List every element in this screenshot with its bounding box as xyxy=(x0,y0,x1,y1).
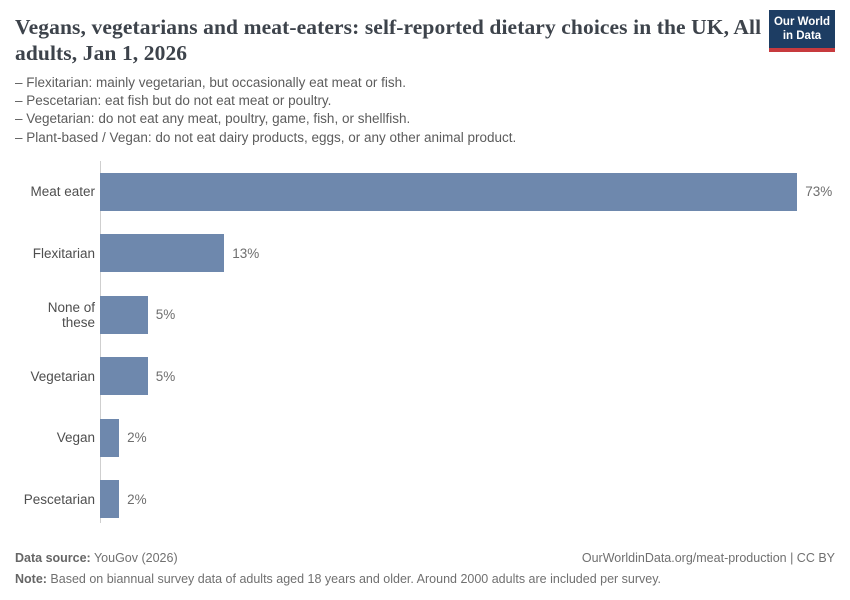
value-label: 2% xyxy=(127,491,147,507)
category-label: Pescetarian xyxy=(23,491,95,507)
subtitle-line-flexitarian: – Flexitarian: mainly vegetarian, but oc… xyxy=(15,75,406,90)
bar[interactable] xyxy=(100,234,225,273)
owid-logo-line1: Our World xyxy=(773,16,830,28)
category-label: None of these xyxy=(47,299,95,330)
chart-subtitle: – Flexitarian: mainly vegetarian, but oc… xyxy=(15,74,516,147)
data-source-value: YouGov (2026) xyxy=(90,551,178,565)
subtitle-line-pescetarian: – Pescetarian: eat fish but do not eat m… xyxy=(15,93,332,109)
bar-row: Vegetarian 5% xyxy=(15,346,835,408)
data-source: Data source: YouGov (2026) xyxy=(15,548,178,569)
bar[interactable] xyxy=(100,357,148,396)
category-label: Flexitarian xyxy=(32,245,95,261)
bar-chart-area: Meat eater 73% Flexitarian 13% None of these… xyxy=(15,161,835,531)
bar-track: 2% xyxy=(100,480,835,519)
bar[interactable] xyxy=(100,172,798,211)
bar[interactable] xyxy=(100,295,148,334)
bar[interactable] xyxy=(100,418,120,457)
chart-header: Vegans, vegetarians and meat-eaters: sel… xyxy=(15,10,835,66)
y-axis-line xyxy=(100,161,101,523)
note-label: Note: xyxy=(15,572,47,586)
bar-track: 13% xyxy=(100,234,835,273)
value-label: 13% xyxy=(232,245,260,261)
chart-note: Note: Based on biannual survey data of a… xyxy=(15,569,835,590)
bar-row: Flexitarian 13% xyxy=(15,223,835,285)
subtitle-line-vegan: – Plant-based / Vegan: do not eat dairy … xyxy=(15,129,517,145)
attribution-link[interactable]: OurWorldinData.org/meat-production | CC … xyxy=(581,551,835,565)
owid-logo[interactable]: Our World in Data xyxy=(769,10,835,53)
data-source-label: Data source: xyxy=(15,551,91,565)
value-label: 2% xyxy=(127,430,147,446)
bar-row: Meat eater 73% xyxy=(15,161,835,223)
value-label: 5% xyxy=(155,307,176,323)
note-value: Based on biannual survey data of adults … xyxy=(46,572,662,586)
bar-track: 5% xyxy=(100,357,835,396)
bar-track: 73% xyxy=(100,172,835,211)
owid-logo-line2: in Data xyxy=(782,29,822,42)
bar[interactable] xyxy=(100,480,120,519)
category-label: Vegan xyxy=(56,430,95,446)
chart-title: Vegans, vegetarians and meat-eaters: sel… xyxy=(15,15,762,66)
bar-track: 2% xyxy=(100,418,835,457)
bar-row: Pescetarian 2% xyxy=(15,469,835,531)
chart-footer: Data source: YouGov (2026) OurWorldinDat… xyxy=(15,548,835,590)
value-label: 5% xyxy=(155,368,176,384)
bar-row: None of these 5% xyxy=(15,284,835,346)
bar-track: 5% xyxy=(100,295,835,334)
value-label: 73% xyxy=(805,184,833,200)
bar-row: Vegan 2% xyxy=(15,407,835,469)
subtitle-line-vegetarian: – Vegetarian: do not eat any meat, poult… xyxy=(15,111,411,127)
category-label: Meat eater xyxy=(30,184,95,200)
category-label: Vegetarian xyxy=(30,368,95,384)
